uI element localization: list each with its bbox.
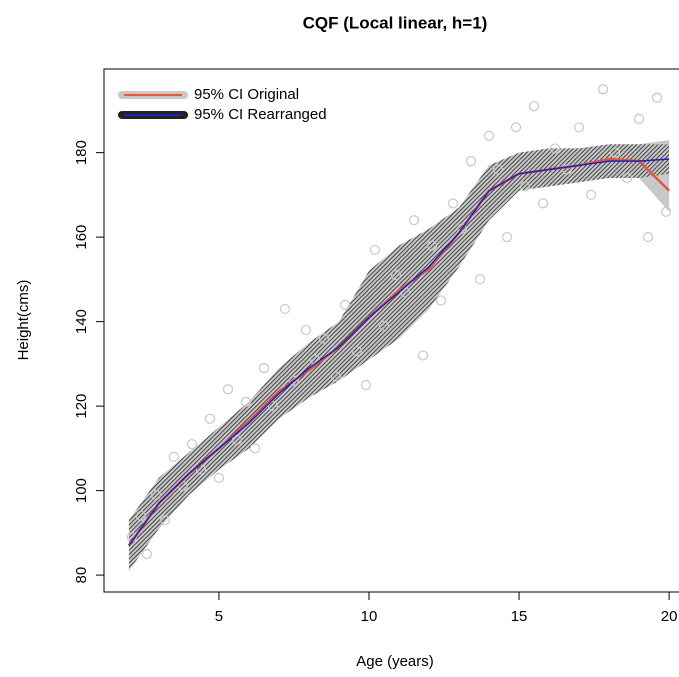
data-point (660, 206, 672, 217)
ci-band (128, 139, 670, 571)
data-point (186, 439, 198, 450)
x-tick-label: 20 (661, 608, 678, 625)
data-point (279, 303, 291, 315)
data-point (267, 401, 279, 412)
data-point (339, 299, 351, 310)
x-axis-label: Age (years) (356, 653, 434, 670)
data-point (483, 130, 495, 141)
y-tick-label: 80 (73, 567, 90, 584)
data-point (537, 198, 549, 209)
data-point (351, 346, 363, 357)
data-point (168, 451, 180, 462)
data-point (447, 198, 459, 209)
data-point (213, 472, 225, 484)
data-point (474, 274, 486, 285)
data-point (231, 434, 243, 446)
y-tick-label: 160 (73, 225, 90, 250)
data-point (159, 515, 171, 526)
data-point (597, 84, 609, 95)
data-point (435, 295, 447, 306)
legend-label: 95% CI Rearranged (194, 106, 327, 123)
y-tick-label: 120 (73, 394, 90, 419)
y-axis-label: Height(cms) (15, 280, 32, 361)
data-point (318, 333, 330, 344)
data-point (510, 122, 522, 133)
data-point (141, 548, 153, 560)
data-point (609, 147, 621, 158)
series-line (127, 157, 670, 547)
data-point (456, 223, 468, 234)
data-point (651, 92, 663, 103)
data-point (519, 181, 531, 192)
data-point (492, 164, 504, 175)
data-point (360, 379, 372, 391)
data-point (621, 172, 633, 184)
legend-label: 95% CI Original (194, 86, 299, 103)
data-point (633, 113, 645, 124)
data-point (561, 164, 573, 175)
data-point (585, 189, 597, 200)
y-tick-label: 180 (73, 140, 90, 165)
data-point (222, 384, 234, 395)
data-point (390, 270, 402, 281)
data-point (528, 101, 540, 112)
data-point (258, 362, 270, 374)
data-point (642, 232, 654, 243)
data-point (573, 122, 585, 133)
x-tick-label: 15 (511, 608, 528, 625)
x-tick-label: 10 (361, 608, 378, 625)
data-point (300, 324, 312, 336)
data-point (426, 240, 438, 251)
data-point (150, 489, 162, 500)
data-point (501, 232, 513, 243)
data-point (177, 481, 189, 492)
series-line (128, 158, 670, 546)
x-tick-label: 5 (215, 608, 223, 625)
data-point (135, 510, 147, 522)
data-point (369, 244, 381, 255)
data-point (417, 350, 429, 361)
data-point (249, 443, 261, 454)
data-point (204, 413, 216, 424)
data-point (240, 396, 252, 407)
data-point (288, 375, 300, 386)
y-tick-label: 100 (73, 478, 90, 503)
y-tick-label: 140 (73, 309, 90, 334)
data-point (465, 155, 477, 167)
ci-band (128, 144, 670, 571)
plot-frame (103, 68, 679, 593)
data-point (549, 143, 561, 154)
data-point (330, 371, 342, 382)
chart-title: CQF (Local linear, h=1) (303, 13, 488, 32)
data-point (378, 320, 390, 331)
data-point (408, 215, 420, 226)
